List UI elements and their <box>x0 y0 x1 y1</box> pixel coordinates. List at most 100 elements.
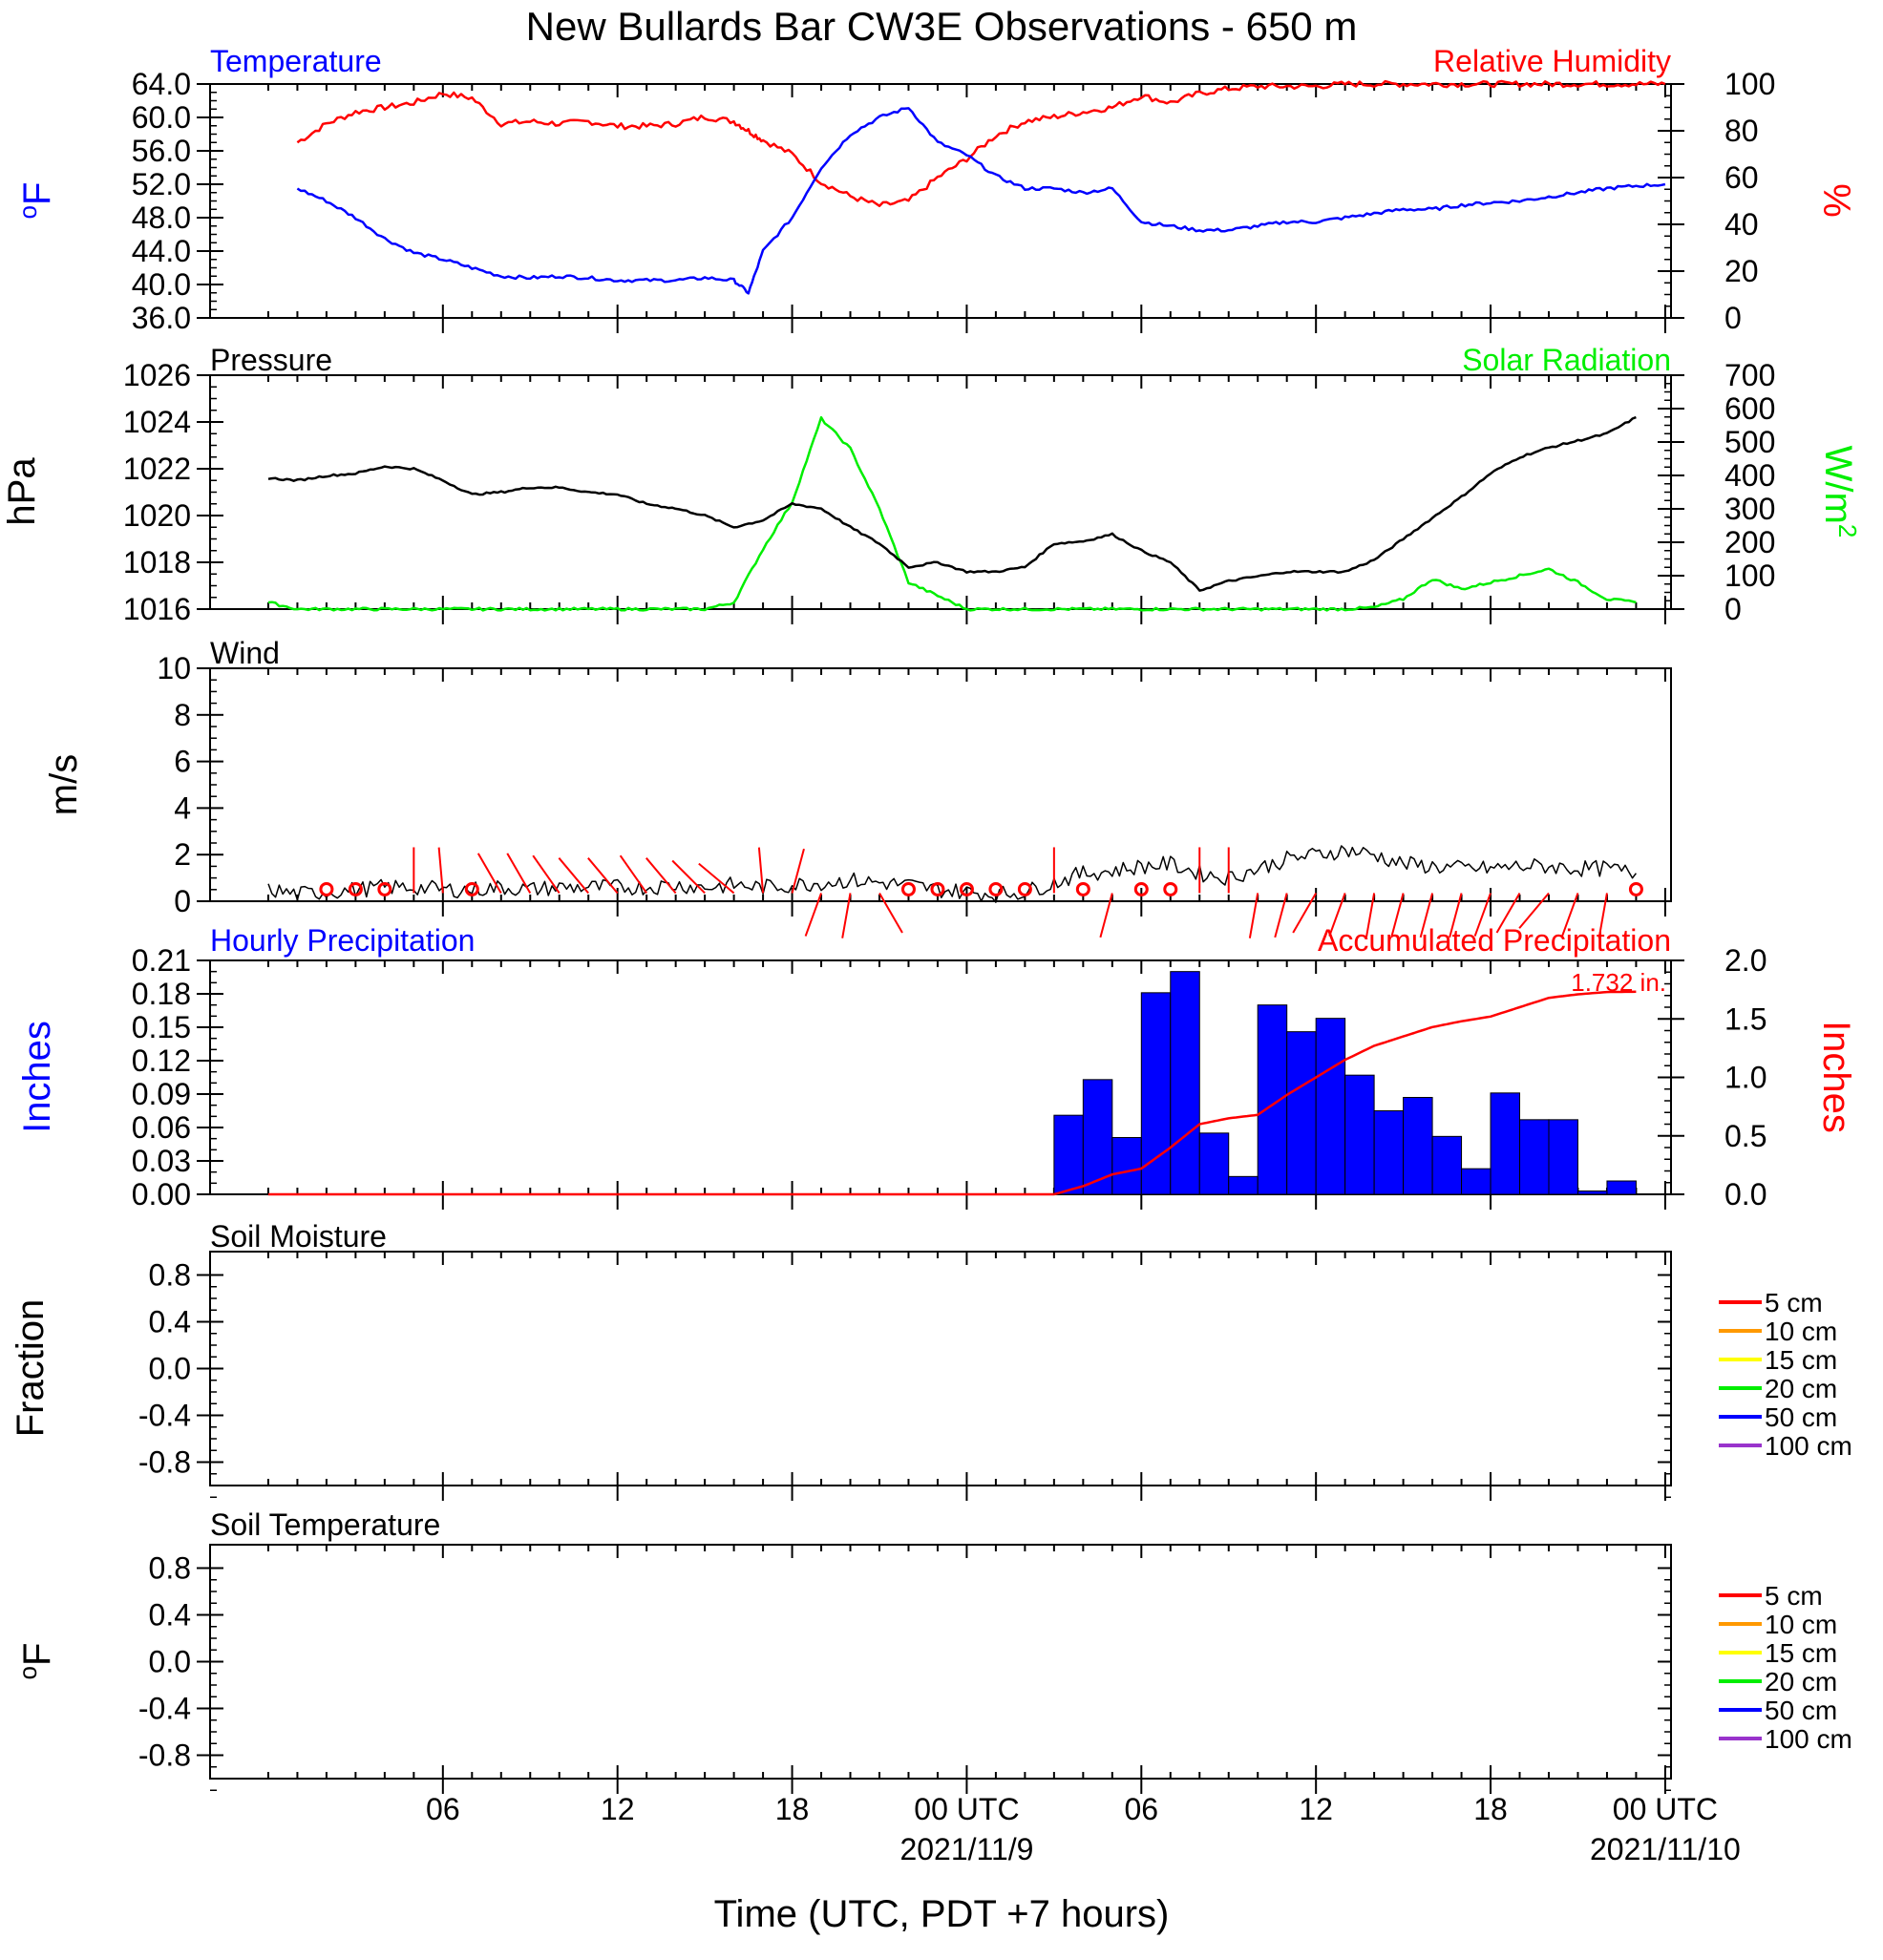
precip-bar <box>1140 992 1172 1195</box>
wind-barb <box>587 857 619 895</box>
wind-barb <box>878 892 903 934</box>
precip-bar <box>1286 1031 1317 1195</box>
wind-barb <box>558 857 589 895</box>
wind-barb <box>1597 893 1608 938</box>
y-tick-label: 0.03 <box>132 1144 191 1178</box>
x-ticks <box>266 84 1666 333</box>
x-tick-label: 06 <box>1125 1792 1159 1826</box>
y-tick-label: 0 <box>1724 592 1742 626</box>
wind-barb <box>437 847 444 894</box>
y-tick-label: -0.8 <box>138 1739 191 1773</box>
y-tick-label: 0.0 <box>149 1645 191 1679</box>
y-tick-label: -0.4 <box>138 1399 191 1433</box>
y-tick-label: 36.0 <box>132 301 191 335</box>
precip-bar <box>1403 1097 1433 1195</box>
panel-pressure-solar: Pressure Solar Radiation hPa W/m2 102610… <box>1 343 1862 626</box>
y-tick-label: 8 <box>174 698 191 732</box>
y-tick-label: 56.0 <box>132 134 191 168</box>
wind-barb <box>1419 893 1434 938</box>
x-ticks <box>266 1545 1666 1794</box>
y-tick-label: 1022 <box>123 452 191 486</box>
axis-label-hourly-precip: Inches <box>16 1021 58 1133</box>
legend-label: 100 cm <box>1765 1431 1852 1461</box>
y-ticks-left: 64.060.056.052.048.044.040.036.0 <box>132 67 223 335</box>
plot-frame <box>209 1544 1672 1780</box>
y-tick-label: 1026 <box>123 358 191 392</box>
legend-label: 100 cm <box>1765 1724 1852 1754</box>
y-tick-label: 0.0 <box>149 1352 191 1386</box>
wind-barb <box>804 893 822 937</box>
wind-barb <box>1518 892 1550 929</box>
temperature-line <box>296 107 1666 295</box>
x-tick-label: 18 <box>1473 1792 1508 1826</box>
panel-title-pressure: Pressure <box>210 343 332 377</box>
wind-barb <box>645 857 677 895</box>
calm-wind-marker <box>348 881 363 896</box>
calm-wind-marker <box>1163 881 1178 896</box>
precip-bar <box>1519 1119 1550 1195</box>
legend-label: 20 cm <box>1765 1667 1837 1697</box>
legend-label: 20 cm <box>1765 1374 1837 1403</box>
y-tick-label: 0 <box>174 884 191 918</box>
humidity-line <box>296 79 1666 207</box>
panel-title-wind: Wind <box>210 636 280 670</box>
y-tick-label: 0.8 <box>149 1258 191 1293</box>
y-tick-label: 0.06 <box>132 1110 191 1145</box>
y-tick-label: 1.0 <box>1724 1061 1767 1095</box>
panel-temperature-humidity: Temperature Relative Humidity oF % 64.06… <box>13 44 1857 335</box>
precip-bar <box>1548 1119 1578 1195</box>
legend-label: 15 cm <box>1765 1638 1837 1668</box>
calm-wind-marker <box>464 881 479 896</box>
accum-line <box>1053 990 1637 1196</box>
y-ticks-right: 100 80 60 40 20 0 <box>1658 67 1775 335</box>
panel-soil-moisture: Soil Moisture Fraction 0.8 0.4 0.0 -0.4 -0.8… <box>10 1219 1852 1501</box>
axis-label-pressure: hPa <box>1 457 43 526</box>
y-tick-label: 200 <box>1724 525 1775 559</box>
x-ticks <box>266 375 1666 624</box>
y-tick-label: 48.0 <box>132 200 191 235</box>
x-tick-label: 06 <box>426 1792 460 1826</box>
wind-barb <box>1274 893 1288 938</box>
calm-wind-marker <box>1628 881 1643 896</box>
wind-barb <box>1248 893 1259 938</box>
x-tick-label: 18 <box>775 1792 810 1826</box>
y-tick-label: 100 <box>1724 558 1775 593</box>
axis-label-wind: m/s <box>43 754 85 815</box>
precip-bar <box>1576 1191 1608 1195</box>
panel-title-humidity: Relative Humidity <box>1433 44 1671 78</box>
precip-bars <box>267 971 1637 1196</box>
calm-wind-marker <box>319 881 334 896</box>
wind-barb <box>1495 892 1521 934</box>
wind-barb <box>791 848 805 894</box>
panel-title-soil-temperature: Soil Temperature <box>210 1507 440 1542</box>
y-tick-label: -0.8 <box>138 1445 191 1480</box>
legend-label: 5 cm <box>1765 1288 1823 1317</box>
axis-label-accum-precip: Inches <box>1815 1021 1857 1133</box>
panel-soil-temperature: Soil Temperature oF 0.8 0.4 0.0 -0.4 -0.8 5 … <box>13 1507 1852 1794</box>
y-tick-label: 0.18 <box>132 977 191 1011</box>
y-tick-label: 400 <box>1724 458 1775 493</box>
y-tick-label: 700 <box>1724 358 1775 392</box>
x-tick-label: 00 UTC <box>1613 1792 1718 1826</box>
y-tick-label: 44.0 <box>132 234 191 268</box>
y-tick-label: 1018 <box>123 545 191 580</box>
y-ticks-left: 0.8 0.4 0.0 -0.4 -0.8 <box>138 1258 1671 1498</box>
calm-wind-marker <box>1075 881 1090 896</box>
y-tick-label: 10 <box>157 651 191 685</box>
y-tick-label: 0.4 <box>149 1305 191 1339</box>
wind-barb <box>619 854 647 895</box>
plot-frame <box>209 1251 1672 1486</box>
wind-barb <box>1390 893 1405 938</box>
plot-frame <box>209 83 1672 319</box>
precip-bar <box>1490 1092 1521 1195</box>
y-tick-label: 0.4 <box>149 1598 191 1633</box>
wind-barbs <box>319 847 1643 938</box>
y-tick-label: 60 <box>1724 160 1759 195</box>
y-tick-label: 80 <box>1724 114 1759 148</box>
precip-bar <box>1257 1004 1288 1195</box>
y-tick-label: 300 <box>1724 492 1775 526</box>
y-tick-label: 1.5 <box>1724 1001 1767 1036</box>
pressure-line <box>267 415 1637 592</box>
